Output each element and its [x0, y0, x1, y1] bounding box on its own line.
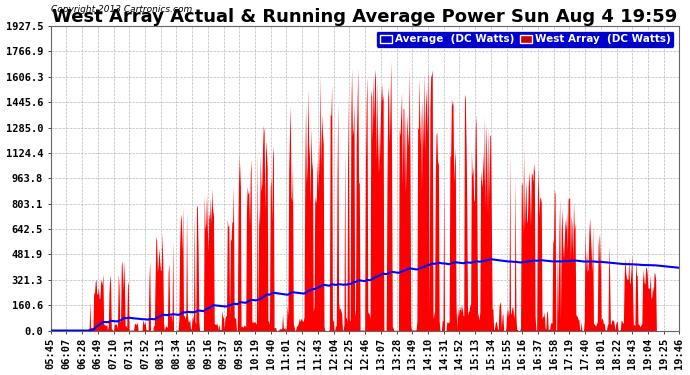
Text: Copyright 2013 Cartronics.com: Copyright 2013 Cartronics.com	[50, 5, 192, 14]
Legend: Average  (DC Watts), West Array  (DC Watts): Average (DC Watts), West Array (DC Watts…	[377, 32, 674, 48]
Title: West Array Actual & Running Average Power Sun Aug 4 19:59: West Array Actual & Running Average Powe…	[52, 8, 678, 26]
